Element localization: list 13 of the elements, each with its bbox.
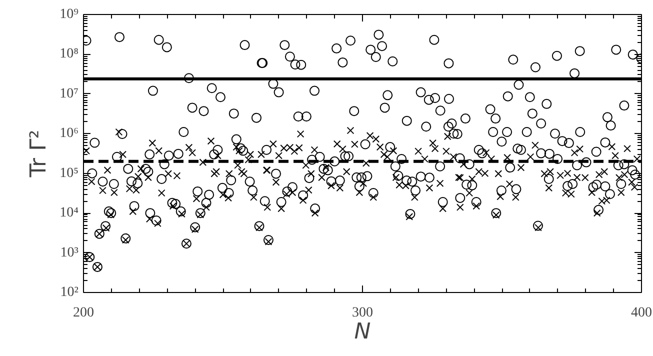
x-tick-label: 200 <box>73 306 94 320</box>
y-tick-label: 10⁵ <box>60 166 79 181</box>
y-tick-label: 10⁹ <box>60 7 79 22</box>
y-tick-label: 10⁷ <box>60 86 79 102</box>
x-axis-title: N <box>354 320 371 344</box>
y-tick-label: 10⁴ <box>60 206 79 221</box>
x-tick-label: 300 <box>352 306 373 320</box>
y-tick-label: 10⁸ <box>60 46 79 62</box>
y-tick-label: 10³ <box>60 245 79 260</box>
y-axis-title: Tr Γ² <box>26 130 52 178</box>
y-tick-label: 10² <box>60 285 79 300</box>
x-tick-label: 400 <box>631 306 652 320</box>
y-tick-label: 10⁶ <box>60 126 79 142</box>
